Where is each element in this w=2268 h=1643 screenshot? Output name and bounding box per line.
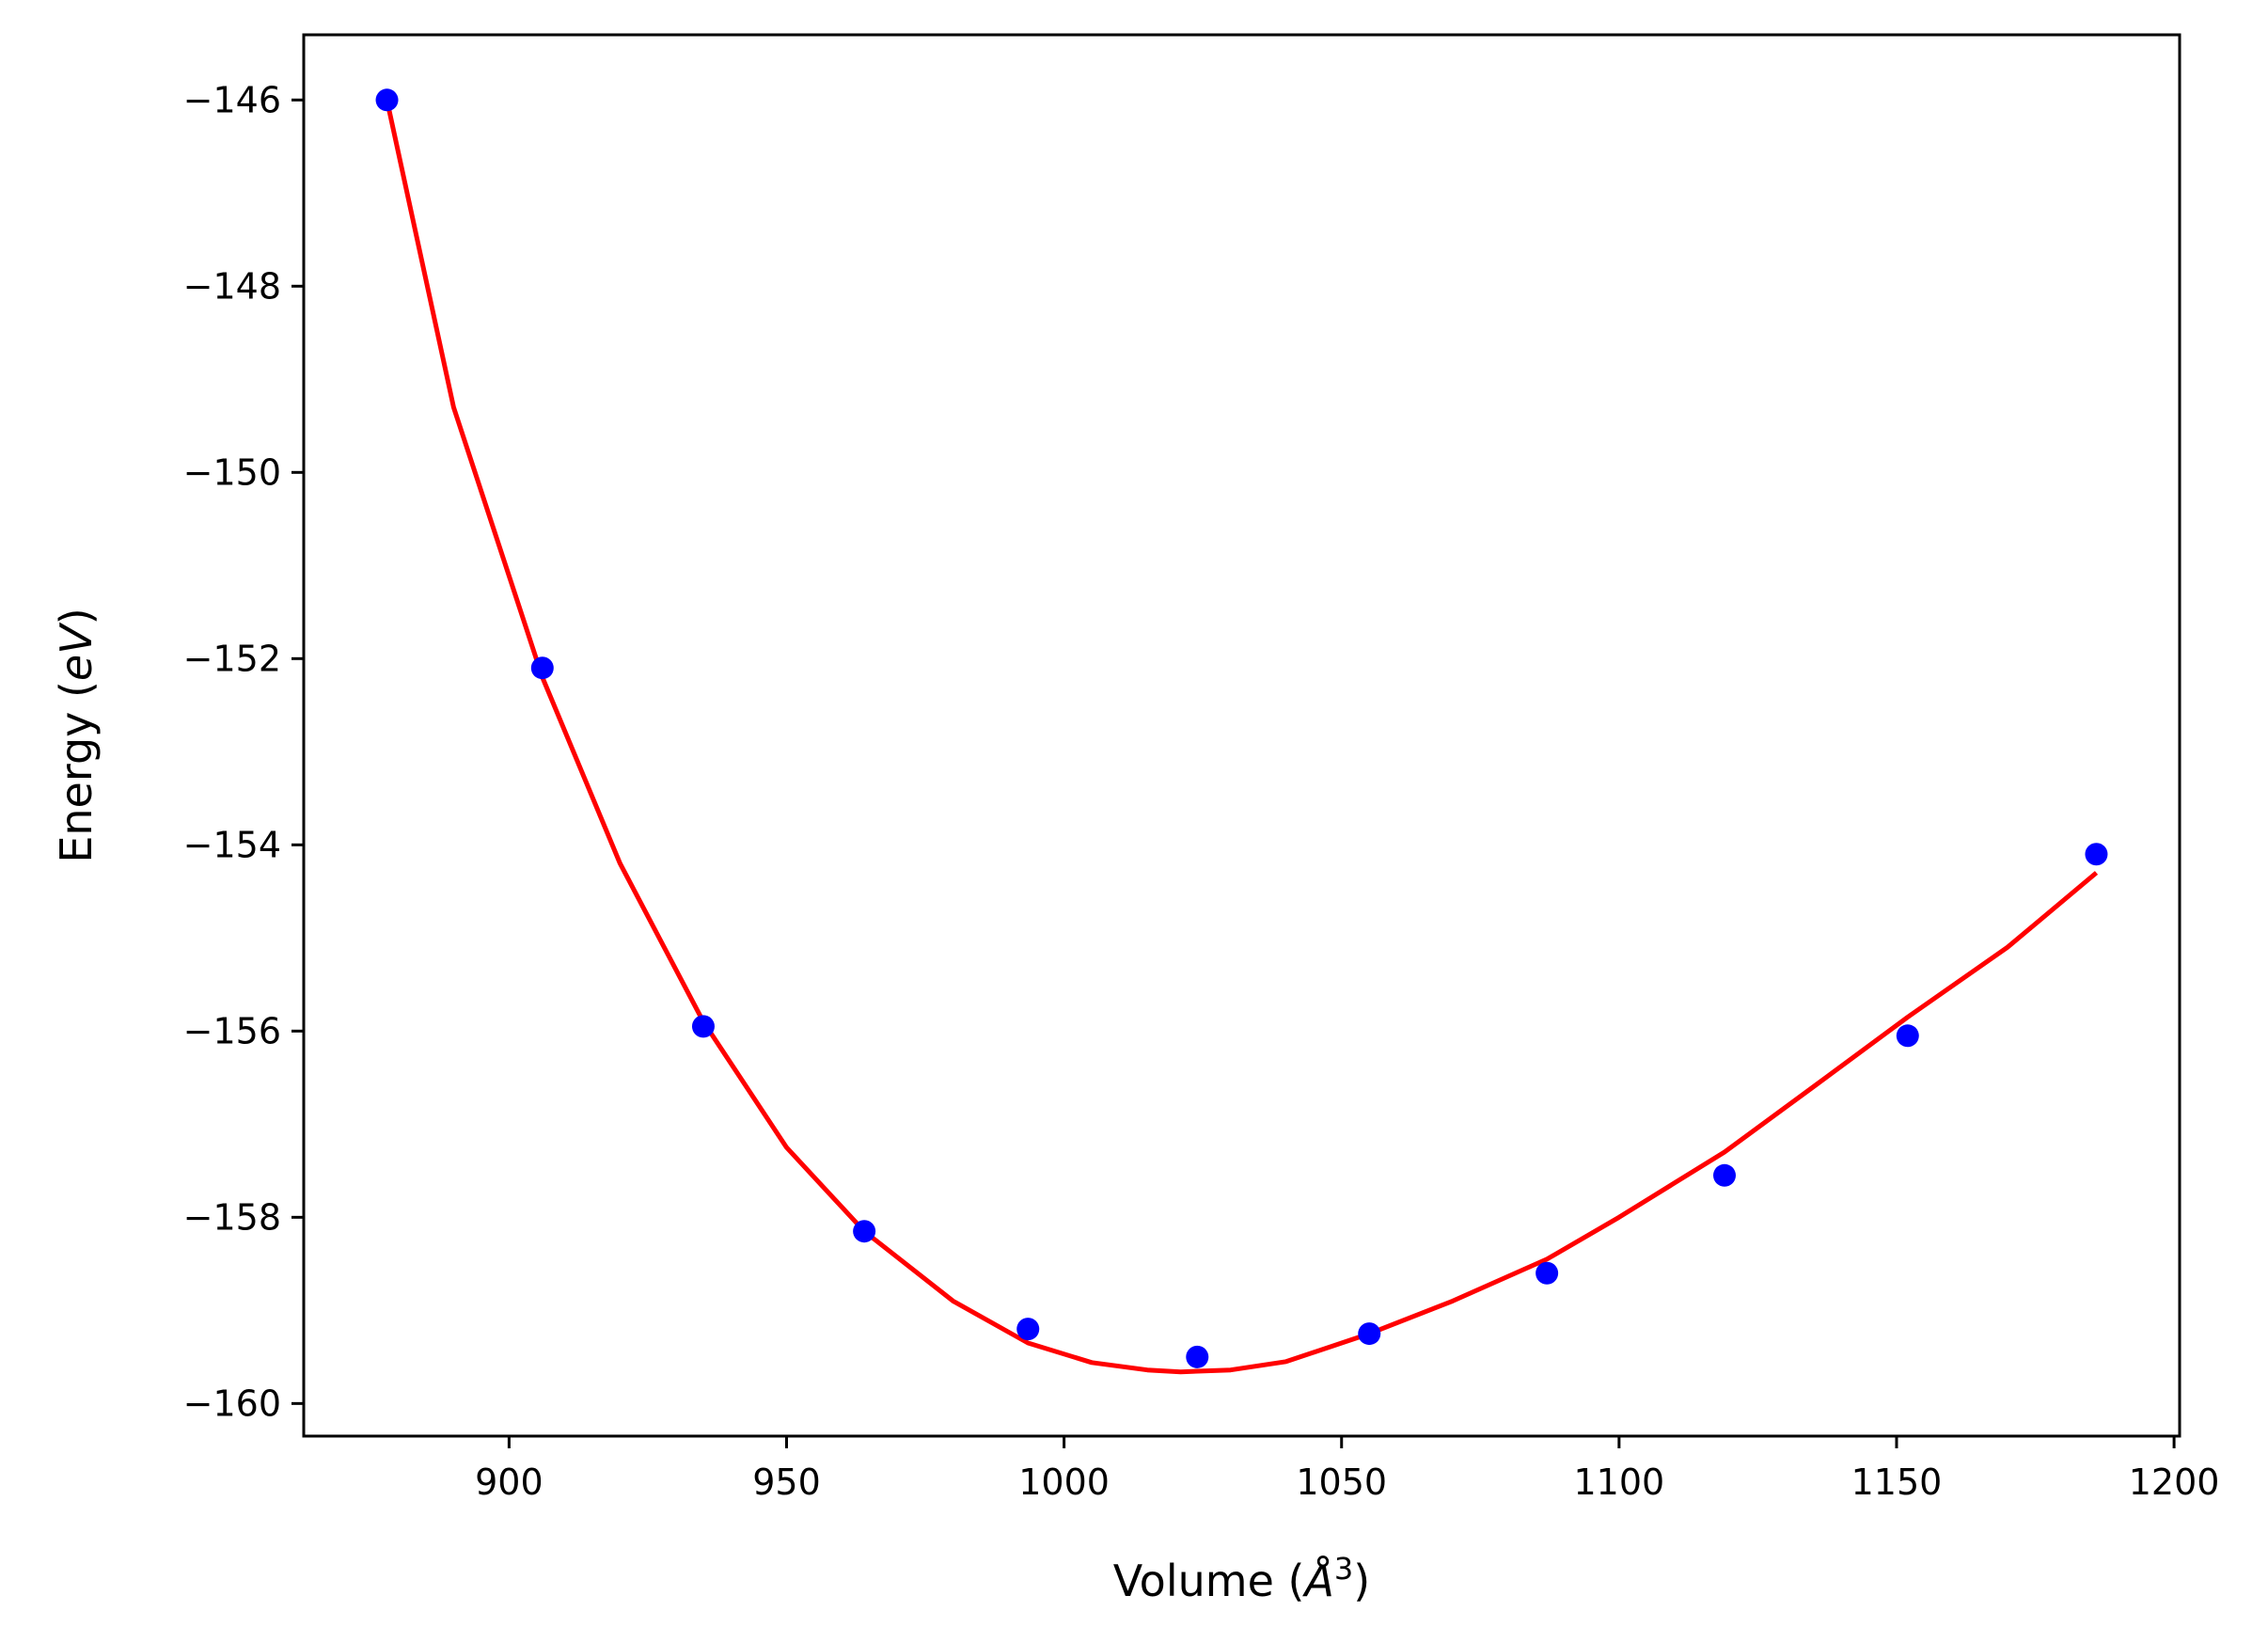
data-point [1358,1322,1381,1346]
data-point [1186,1345,1209,1368]
y-tick-label: −152 [183,638,281,679]
y-tick-label: −154 [183,824,281,865]
x-axis-label-superscript: 3 [1334,1551,1353,1587]
data-point [691,1015,715,1038]
fit-curve-line [385,99,2099,1375]
data-point [853,1220,876,1243]
y-tick-label: −156 [183,1010,281,1051]
y-tick-label: −150 [183,451,281,493]
data-point [530,656,554,680]
data-point [1896,1024,1919,1048]
data-point [2085,843,2108,866]
x-tick-label: 1200 [2129,1461,2220,1503]
fit-curve-layer [385,99,2099,1375]
data-point [1016,1318,1040,1341]
y-tick-label: −146 [183,79,281,120]
y-axis-label-unit: eV [51,622,102,681]
x-axis-label: Volume (Å3) [1113,1551,1370,1606]
plot-frame [302,33,2181,1438]
x-tick-label: 1150 [1851,1461,1943,1503]
data-point [1536,1261,1559,1285]
data-points-layer [375,88,2108,1368]
y-axis-label-text: Energy ( [51,681,102,863]
x-axis: 900 950 1000 1050 1100 1150 1200 [475,1436,2219,1503]
x-tick-label: 1050 [1296,1461,1387,1503]
x-tick-label: 1100 [1574,1461,1665,1503]
y-axis-label: Energy (eV) [51,608,102,862]
y-tick-label: −148 [183,265,281,307]
data-point [375,88,399,112]
y-tick-label: −158 [183,1196,281,1238]
x-axis-label-symbol: Å [1301,1556,1333,1606]
y-tick-label: −160 [183,1382,281,1424]
x-axis-label-text: Volume ( [1113,1556,1305,1606]
y-axis-label-close: ) [51,608,102,624]
data-point [1713,1163,1737,1187]
x-tick-label: 950 [752,1461,821,1503]
x-axis-label-close: ) [1353,1556,1370,1606]
x-tick-label: 900 [475,1461,543,1503]
x-tick-label: 1000 [1018,1461,1110,1503]
y-axis: −146 −148 −150 −152 −154 −156 −158 −160 [183,79,304,1424]
